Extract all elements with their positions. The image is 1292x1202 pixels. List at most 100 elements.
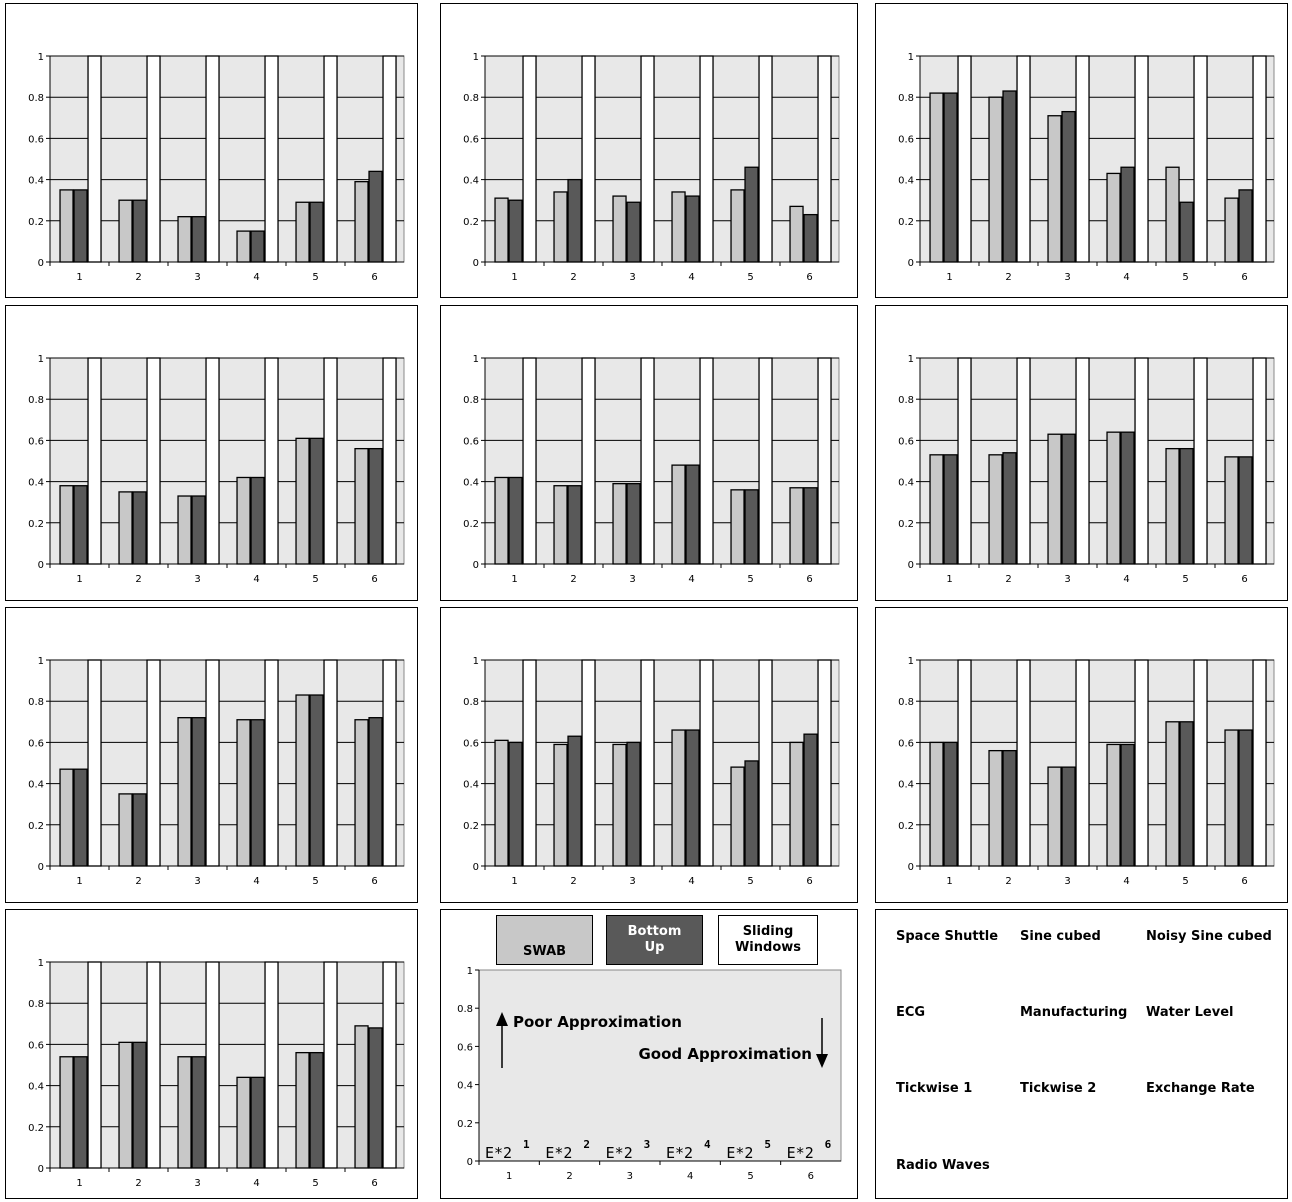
swab-bar <box>295 1051 310 1169</box>
x-tick-label: 1 <box>946 272 952 283</box>
bottom-up-bar <box>508 199 523 263</box>
x-tick-label: 6 <box>1241 876 1247 887</box>
dataset-names-panel: Space Shuttle Sine cubed Noisy Sine cube… <box>875 909 1288 1199</box>
x-tick-label: 4 <box>688 272 694 283</box>
legend-x-tick-label: 1 <box>506 1171 512 1182</box>
sliding-windows-bar <box>205 357 220 565</box>
y-tick-label: 0.4 <box>463 780 479 791</box>
bottom-up-bar <box>368 170 383 263</box>
swab-bar <box>1224 197 1239 263</box>
bar-chart-5: 0 0.2 0.4 0.6 0.8 1 1 2 3 4 5 6 <box>463 354 840 585</box>
arrow-up-icon <box>496 1012 508 1068</box>
swab-bar <box>295 694 310 867</box>
sliding-windows-bar <box>640 357 655 565</box>
sliding-windows-bar <box>581 357 596 565</box>
bottom-up-bar <box>1002 452 1017 565</box>
y-tick-label: 0.4 <box>898 478 914 489</box>
y-tick-label: 0.6 <box>28 1040 44 1051</box>
legend-panel: SWAB Bottom Up Sliding Windows 0 0.2 0.4 0.… <box>440 909 858 1199</box>
y-tick-label: 0.4 <box>898 780 914 791</box>
swab-bar <box>929 741 944 867</box>
swab-bar <box>612 195 627 263</box>
legend-bottom-up: Bottom Up <box>606 915 703 965</box>
y-tick-label: 0.2 <box>28 821 44 832</box>
sliding-windows-bar <box>1016 55 1031 263</box>
sliding-windows-bar <box>581 659 596 867</box>
sliding-windows-bar <box>146 659 161 867</box>
y-tick-label: 0.8 <box>28 93 44 104</box>
swab-bar <box>1047 766 1062 867</box>
bottom-up-bar <box>1120 166 1135 263</box>
x-tick-label: 4 <box>253 876 259 887</box>
y-tick-label: 0 <box>38 258 44 269</box>
bottom-up-bar <box>943 741 958 867</box>
y-tick-label: 0.8 <box>463 93 479 104</box>
sliding-windows-bar <box>323 659 338 867</box>
y-tick-label: 0.6 <box>28 134 44 145</box>
x-tick-label: 3 <box>1064 272 1070 283</box>
swab-bar <box>494 739 509 867</box>
dataset-name-4: ECG <box>896 1005 926 1020</box>
swab-bar <box>494 476 509 565</box>
sliding-windows-bar <box>264 357 279 565</box>
x-tick-label: 1 <box>946 876 952 887</box>
legend-sliding-windows: Sliding Windows <box>718 915 818 965</box>
y-tick-label: 0.6 <box>463 134 479 145</box>
x-tick-label: 3 <box>1064 574 1070 585</box>
dataset-name-1: Space Shuttle <box>896 929 999 944</box>
sliding-windows-bar <box>957 55 972 263</box>
sliding-windows-bar <box>87 357 102 565</box>
legend-y-tick-label: 0.4 <box>457 1081 473 1092</box>
x-tick-label: 3 <box>194 1178 200 1189</box>
y-tick-label: 1 <box>908 354 914 365</box>
legend-x-tick-label: 2 <box>566 1171 572 1182</box>
x-tick-label: 6 <box>806 574 812 585</box>
sliding-windows-bar <box>87 659 102 867</box>
bottom-up-bar <box>1238 456 1253 565</box>
bar-chart-2: 0 0.2 0.4 0.6 0.8 1 1 2 3 4 5 6 <box>463 52 840 283</box>
sliding-windows-bar <box>323 55 338 263</box>
bottom-up-bar <box>1238 189 1253 263</box>
bottom-up-bar <box>508 741 523 867</box>
y-tick-label: 0.2 <box>898 217 914 228</box>
sliding-windows-bar <box>817 659 832 867</box>
swab-bar <box>789 487 804 565</box>
y-tick-label: 0.2 <box>463 821 479 832</box>
y-tick-label: 0.4 <box>463 176 479 187</box>
swab-bar <box>1165 447 1180 565</box>
sliding-windows-bar <box>323 961 338 1169</box>
y-tick-label: 0.2 <box>898 821 914 832</box>
y-tick-label: 0.6 <box>28 436 44 447</box>
sliding-windows-bar <box>1134 55 1149 263</box>
bar-chart-3: 0 0.2 0.4 0.6 0.8 1 1 2 3 4 5 6 <box>898 52 1275 283</box>
sliding-windows-bar <box>1016 659 1031 867</box>
sliding-windows-bar <box>758 357 773 565</box>
sliding-windows-bar <box>1075 357 1090 565</box>
bottom-up-bar <box>368 1027 383 1169</box>
dataset-name-6: Water Level <box>1146 1005 1234 1020</box>
bottom-up-bar <box>685 464 700 565</box>
bottom-up-bar <box>803 213 818 263</box>
swab-bar <box>118 199 133 263</box>
sliding-windows-bar <box>1193 55 1208 263</box>
sliding-windows-bar <box>640 659 655 867</box>
sliding-windows-bar <box>264 659 279 867</box>
y-tick-label: 1 <box>473 354 479 365</box>
sliding-windows-bar <box>1016 357 1031 565</box>
sliding-windows-bar <box>581 55 596 263</box>
swab-bar <box>295 437 310 565</box>
sliding-windows-bar <box>817 357 832 565</box>
chart-panel-6: 0 0.2 0.4 0.6 0.8 1 1 2 3 4 5 6 <box>875 305 1288 601</box>
sliding-windows-bar <box>146 357 161 565</box>
y-tick-label: 0.4 <box>28 478 44 489</box>
x-tick-label: 5 <box>312 1178 318 1189</box>
bottom-up-bar <box>73 768 88 867</box>
x-tick-label: 4 <box>253 1178 259 1189</box>
swab-bar <box>988 454 1003 565</box>
bottom-up-bar <box>1002 90 1017 263</box>
swab-bar <box>1224 729 1239 867</box>
y-tick-label: 0.8 <box>898 93 914 104</box>
x-tick-label: 5 <box>1182 876 1188 887</box>
bar-chart-4: 0 0.2 0.4 0.6 0.8 1 1 2 3 4 5 6 <box>28 354 405 585</box>
bottom-up-bar <box>309 694 324 867</box>
